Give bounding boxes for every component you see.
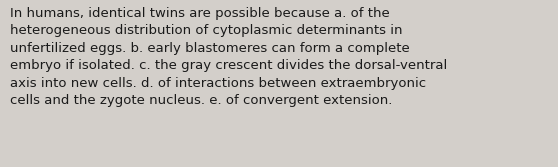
Text: In humans, identical twins are possible because a. of the
heterogeneous distribu: In humans, identical twins are possible …	[10, 7, 448, 107]
